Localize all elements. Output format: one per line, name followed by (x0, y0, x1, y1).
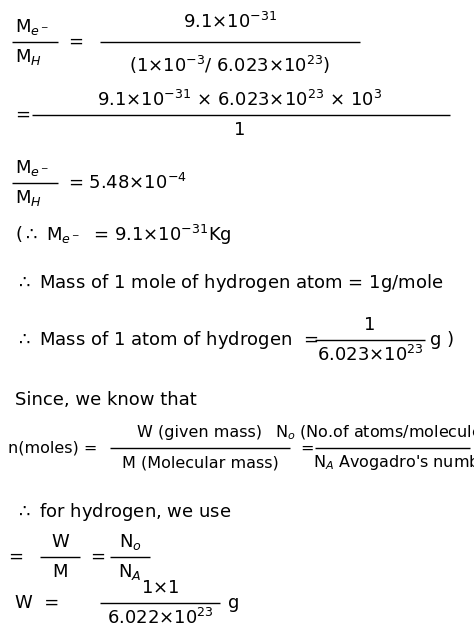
Text: 6.022$\times$10$^{23}$: 6.022$\times$10$^{23}$ (107, 608, 213, 623)
Text: ($\therefore$ M$_{e^-}$  = 9.1$\times$10$^{-31}$Kg: ($\therefore$ M$_{e^-}$ = 9.1$\times$10$… (15, 223, 232, 247)
Text: =: = (8, 548, 23, 566)
Text: =: = (68, 33, 83, 51)
Text: g: g (228, 594, 239, 612)
Text: M$_{e^-}$: M$_{e^-}$ (15, 17, 49, 37)
Text: =: = (90, 548, 105, 566)
Text: n(moles) =: n(moles) = (8, 440, 97, 455)
Text: N$_o$ (No.of atoms/molecules/ions): N$_o$ (No.of atoms/molecules/ions) (275, 424, 474, 442)
Text: $\therefore$ Mass of 1 mole of hydrogen atom = 1g/mole: $\therefore$ Mass of 1 mole of hydrogen … (15, 272, 443, 294)
Text: 1: 1 (365, 316, 376, 334)
Text: 1$\times$1: 1$\times$1 (141, 579, 179, 597)
Text: Since, we know that: Since, we know that (15, 391, 197, 409)
Text: =: = (15, 106, 30, 124)
Text: (1$\times$10$^{-3}$/ 6.023$\times$10$^{23}$): (1$\times$10$^{-3}$/ 6.023$\times$10$^{2… (129, 54, 330, 76)
Text: N$_o$: N$_o$ (118, 532, 141, 552)
Text: N$_A$ Avogadro's number: N$_A$ Avogadro's number (313, 454, 474, 472)
Text: M: M (52, 563, 68, 581)
Text: $\therefore$ Mass of 1 atom of hydrogen  =: $\therefore$ Mass of 1 atom of hydrogen … (15, 329, 318, 351)
Text: 1: 1 (234, 121, 246, 139)
Text: M$_{e^-}$: M$_{e^-}$ (15, 158, 49, 178)
Text: W (given mass): W (given mass) (137, 426, 263, 440)
Text: = 5.48$\times$10$^{-4}$: = 5.48$\times$10$^{-4}$ (68, 173, 187, 193)
Text: W  =: W = (15, 594, 59, 612)
Text: g ): g ) (430, 331, 454, 349)
Text: M$_{H}$: M$_{H}$ (15, 47, 42, 67)
Text: 9.1$\times$10$^{-31}$ $\times$ 6.023$\times$10$^{23}$ $\times$ 10$^{3}$: 9.1$\times$10$^{-31}$ $\times$ 6.023$\ti… (98, 90, 383, 110)
Text: 9.1$\times$10$^{-31}$: 9.1$\times$10$^{-31}$ (183, 12, 277, 32)
Text: M (Molecular mass): M (Molecular mass) (122, 455, 278, 470)
Text: 6.023$\times$10$^{23}$: 6.023$\times$10$^{23}$ (317, 345, 423, 365)
Text: $\therefore$ for hydrogen, we use: $\therefore$ for hydrogen, we use (15, 501, 231, 523)
Text: N$_A$: N$_A$ (118, 562, 142, 582)
Text: M$_{H}$: M$_{H}$ (15, 188, 42, 208)
Text: =: = (300, 440, 313, 455)
Text: W: W (51, 533, 69, 551)
